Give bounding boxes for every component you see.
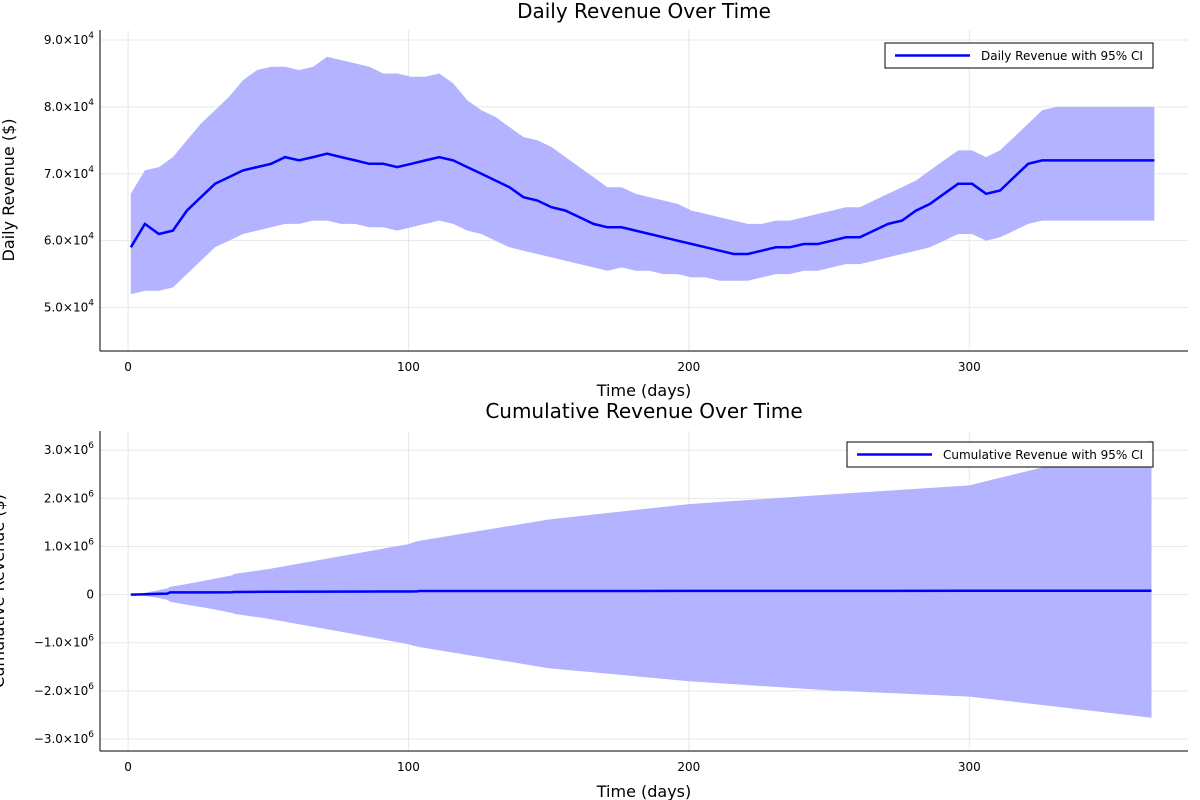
- chart-title: Cumulative Revenue Over Time: [485, 399, 802, 423]
- chart-title: Daily Revenue Over Time: [517, 0, 771, 23]
- x-tick-labels: 0 100 200 300: [124, 760, 981, 774]
- x-tick-label: 0: [124, 760, 132, 774]
- axes-frame: [99, 30, 1188, 352]
- y-tick-label: 2.0×106: [44, 489, 94, 505]
- legend: Daily Revenue with 95% CI: [884, 42, 1154, 69]
- y-tick-label: 9.0×104: [44, 31, 94, 47]
- y-tick-labels: 5.0×104 6.0×104 7.0×104 8.0×104 9.0×104: [44, 31, 94, 315]
- y-tick-label: −3.0×106: [34, 730, 94, 746]
- x-tick-labels: 0 100 200 300: [124, 360, 981, 374]
- y-axis-label: Daily Revenue ($): [0, 119, 18, 262]
- x-tick-label: 0: [124, 360, 132, 374]
- y-tick-label: −2.0×106: [34, 682, 94, 698]
- confidence-band: [130, 56, 1155, 295]
- legend: Cumulative Revenue with 95% CI: [846, 441, 1154, 468]
- series-line: [129, 152, 1155, 256]
- y-tick-label: 7.0×104: [44, 165, 94, 181]
- x-tick-label: 100: [397, 760, 420, 774]
- axes-frame: [99, 431, 1188, 752]
- daily-revenue-chart: Daily Revenue Over Time 0 100 200 300 5.0×1…: [0, 0, 1188, 400]
- legend-label: Cumulative Revenue with 95% CI: [943, 448, 1143, 462]
- series-line: [130, 589, 1152, 596]
- y-tick-label: −1.0×106: [34, 634, 94, 650]
- y-tick-label: 5.0×104: [44, 299, 94, 315]
- cumulative-revenue-chart: Cumulative Revenue Over Time 0 100 200 300 …: [0, 399, 1188, 800]
- legend-label: Daily Revenue with 95% CI: [981, 49, 1143, 63]
- x-tick-label: 200: [677, 760, 700, 774]
- y-tick-label: 6.0×104: [44, 232, 94, 248]
- y-tick-labels: −3.0×106 −2.0×106 −1.0×106 0 1.0×106 2.0×106 3…: [34, 441, 94, 746]
- x-tick-label: 100: [397, 360, 420, 374]
- y-tick-label: 1.0×106: [44, 537, 94, 553]
- y-axis-label: Cumulative Revenue ($): [0, 494, 8, 688]
- confidence-band: [130, 440, 1152, 718]
- y-tick-label: 3.0×106: [44, 441, 94, 457]
- y-tick-label: 8.0×104: [44, 98, 94, 114]
- x-axis-label: Time (days): [596, 381, 692, 400]
- x-tick-label: 200: [677, 360, 700, 374]
- y-tick-label: 0: [86, 588, 94, 602]
- x-axis-label: Time (days): [596, 782, 692, 800]
- x-tick-label: 300: [958, 760, 981, 774]
- x-tick-label: 300: [958, 360, 981, 374]
